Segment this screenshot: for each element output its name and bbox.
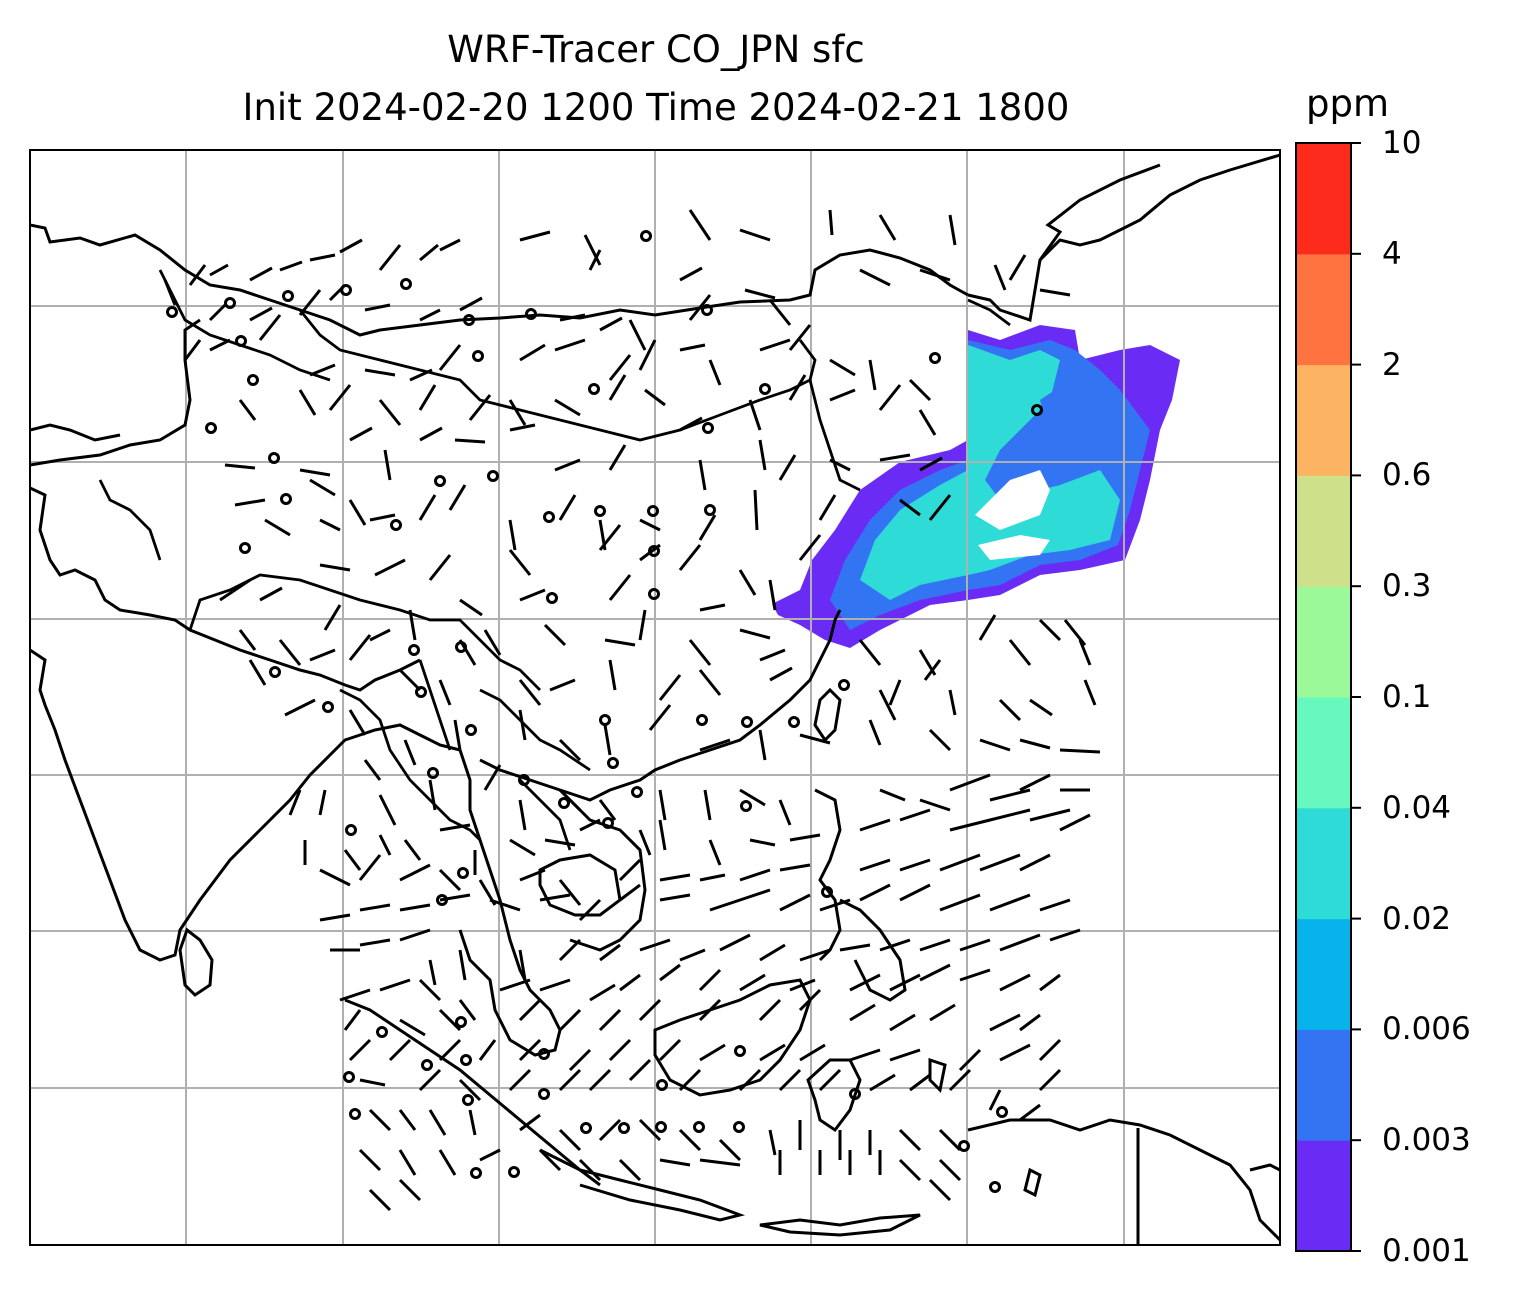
- colorbar-tick-label: 0.003: [1382, 1122, 1471, 1159]
- colorbar-segment: [1296, 1029, 1351, 1141]
- colorbar-tick-label: 0.1: [1382, 679, 1432, 715]
- plume-gap-2: [978, 535, 1050, 560]
- colorbar-segment: [1296, 807, 1351, 920]
- colorbar-tick-label: 0.04: [1382, 789, 1452, 826]
- colorbar-tick-label: 4: [1382, 235, 1402, 272]
- map-frame: [29, 149, 1281, 1246]
- colorbar-unit: ppm: [1306, 82, 1390, 125]
- colorbar-segment: [1296, 475, 1351, 587]
- plume-gap: [975, 470, 1050, 530]
- colorbar-frame: [1295, 142, 1352, 1252]
- colorbar-tick-label: 0.6: [1382, 457, 1432, 494]
- colorbar-segment: [1296, 1140, 1351, 1252]
- colorbar-tick-label: 2: [1382, 346, 1402, 383]
- plume-band-4: [1040, 380, 1090, 440]
- colorbar-segment: [1296, 697, 1351, 809]
- wind-barbs: [163, 209, 1101, 1212]
- colorbar-segment: [1296, 143, 1351, 255]
- title-line-2: Init 2024-02-20 1200 Time 2024-02-21 180…: [242, 86, 1070, 129]
- colorbar-segment: [1296, 253, 1351, 366]
- colorbar-segment: [1296, 586, 1351, 698]
- colorbar-tick-label: 10: [1382, 125, 1422, 161]
- plume-band-3: [860, 345, 1120, 600]
- colorbar-segment: [1296, 918, 1351, 1030]
- title-line-1: WRF-Tracer CO_JPN sfc: [447, 28, 865, 71]
- colorbar-segment: [1296, 364, 1351, 476]
- colorbar-tick-label: 0.02: [1382, 900, 1452, 937]
- tracer-plume: [772, 325, 1180, 648]
- coastlines: [30, 153, 1280, 1245]
- colorbar-tick-label: 0.001: [1382, 1233, 1471, 1269]
- colorbar-tick-label: 0.006: [1382, 1011, 1471, 1048]
- colorbar: [1296, 142, 1361, 1252]
- calm-circles: [166, 230, 1043, 1193]
- colorbar-tick-label: 0.3: [1382, 568, 1432, 605]
